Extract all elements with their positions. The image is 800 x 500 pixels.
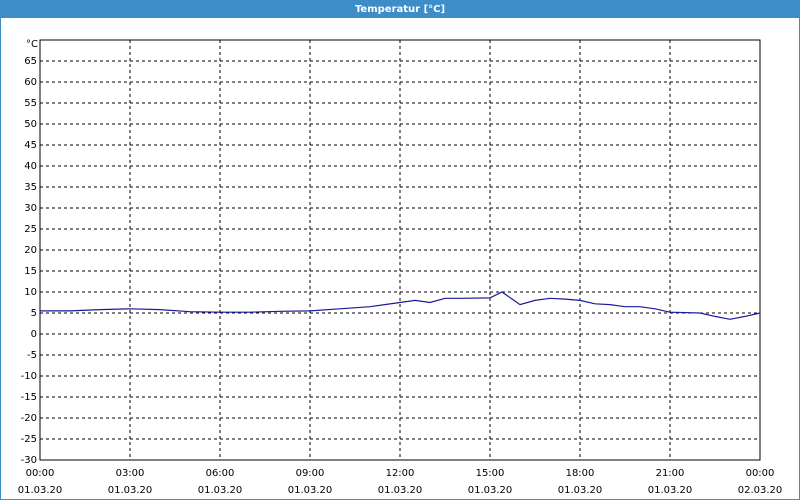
x-tick-date: 01.03.20 [648, 485, 693, 496]
y-tick-label: 20 [24, 245, 37, 256]
x-tick-date: 01.03.20 [378, 485, 423, 496]
y-tick-label: 55 [24, 98, 37, 109]
x-tick-label: 00:00 [26, 468, 55, 479]
y-tick-label: 0 [31, 329, 37, 340]
x-tick-label: 15:00 [476, 468, 505, 479]
x-tick-label: 06:00 [206, 468, 235, 479]
y-tick-label: -20 [21, 413, 37, 424]
x-tick-date: 02.03.20 [738, 485, 783, 496]
x-tick-date: 01.03.20 [558, 485, 603, 496]
chart-title: Temperatur [°C] [355, 4, 445, 15]
y-tick-label: -5 [27, 350, 37, 361]
x-tick-date: 01.03.20 [288, 485, 333, 496]
y-tick-label: 50 [24, 119, 37, 130]
plot: -30 -25 -20 -15 -10 -5 0 5 10 15 20 25 30 35 40 45 50 55 6… [18, 39, 783, 496]
x-tick-date: 01.03.20 [18, 485, 63, 496]
y-tick-label: 40 [24, 161, 37, 172]
y-unit: °C [26, 39, 38, 50]
x-tick-date: 01.03.20 [198, 485, 243, 496]
y-tick-label: 15 [24, 266, 37, 277]
x-tick-label: 12:00 [386, 468, 415, 479]
y-tick-label: 45 [24, 140, 37, 151]
y-tick-label: 30 [24, 203, 37, 214]
y-tick-label: 65 [24, 56, 37, 67]
y-tick-label: -25 [21, 434, 37, 445]
x-tick-date: 01.03.20 [108, 485, 153, 496]
x-tick-label: 00:00 [746, 468, 775, 479]
y-tick-label: 35 [24, 182, 37, 193]
y-tick-label: -15 [21, 392, 37, 403]
plot-border [39, 39, 761, 461]
x-tick-label: 09:00 [296, 468, 325, 479]
x-tick-label: 18:00 [566, 468, 595, 479]
y-tick-label: -30 [21, 455, 37, 466]
x-tick-date: 01.03.20 [468, 485, 513, 496]
data-line [40, 291, 761, 320]
y-tick-label: 25 [24, 224, 37, 235]
y-tick-label: -10 [21, 371, 37, 382]
y-tick-label: 5 [31, 308, 37, 319]
x-tick-label: 21:00 [656, 468, 685, 479]
x-tick-label: 03:00 [116, 468, 145, 479]
title-bar [0, 0, 800, 18]
y-tick-label: 10 [24, 287, 37, 298]
y-tick-label: 60 [24, 77, 37, 88]
